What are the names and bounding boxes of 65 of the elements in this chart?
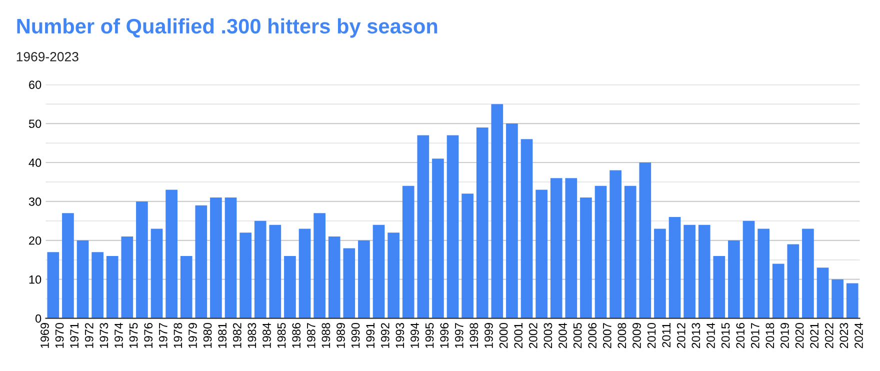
y-tick-label: 10 bbox=[29, 275, 42, 284]
x-tick-label: 2010 bbox=[647, 322, 656, 348]
x-tick-label: 2003 bbox=[544, 323, 552, 348]
y-tick-label: 20 bbox=[29, 236, 42, 245]
chart-subtitle: 1969-2023 bbox=[16, 52, 78, 62]
x-tick-label: 1974 bbox=[114, 322, 123, 348]
x-tick-label: 2005 bbox=[573, 322, 582, 348]
x-tick-label: 2012 bbox=[676, 323, 686, 348]
x-tick-label: 1969 bbox=[40, 323, 49, 348]
x-tick-label: 1991 bbox=[366, 323, 375, 348]
x-tick-label: 1970 bbox=[55, 322, 64, 348]
x-tick-label: 1985 bbox=[277, 322, 286, 348]
x-tick-label: 2006 bbox=[588, 323, 597, 348]
x-tick-label: 2009 bbox=[632, 323, 641, 348]
x-tick-label: 2021 bbox=[810, 323, 819, 348]
x-tick-label: 2018 bbox=[766, 322, 774, 348]
x-tick-label: 1984 bbox=[262, 322, 271, 348]
x-tick-label: 2000 bbox=[499, 322, 508, 348]
x-tick-label: 2001 bbox=[514, 323, 523, 348]
x-tick-label: 1982 bbox=[232, 323, 242, 348]
chart-title: Number of Qualified .300 hitters by season bbox=[17, 18, 438, 38]
x-tick-label: 2017 bbox=[750, 323, 760, 348]
x-tick-label: 1990 bbox=[351, 322, 360, 348]
x-tick-label: 1980 bbox=[203, 322, 212, 348]
x-tick-label: 2008 bbox=[618, 322, 626, 348]
x-tick-label: 2023 bbox=[840, 323, 848, 348]
x-tick-label: 2007 bbox=[602, 323, 612, 348]
x-tick-label: 1995 bbox=[425, 322, 434, 348]
x-tick-label: 1994 bbox=[410, 322, 419, 348]
x-tick-label: 2024 bbox=[854, 322, 863, 348]
x-tick-label: 1977 bbox=[158, 323, 168, 348]
x-tick-label: 1981 bbox=[218, 323, 227, 348]
x-tick-label: 1997 bbox=[454, 323, 464, 348]
y-tick-label: 50 bbox=[28, 120, 42, 128]
x-tick-label: 2016 bbox=[736, 323, 745, 348]
x-tick-label: 2013 bbox=[692, 323, 700, 348]
x-tick-label: 1996 bbox=[440, 323, 449, 348]
y-tick-label: 60 bbox=[29, 80, 42, 89]
x-tick-label: 1988 bbox=[322, 322, 330, 348]
x-tick-label: 1999 bbox=[484, 323, 493, 348]
y-tick-label: 40 bbox=[28, 158, 42, 167]
x-tick-label: 1975 bbox=[129, 322, 138, 348]
x-tick-label: 2019 bbox=[780, 323, 789, 348]
y-tick-label: 0 bbox=[35, 314, 42, 323]
x-tick-label: 2020 bbox=[795, 322, 804, 348]
x-tick-label: 1976 bbox=[144, 323, 153, 348]
x-tick-label: 2014 bbox=[706, 322, 715, 348]
x-tick-label: 1979 bbox=[188, 323, 197, 348]
x-tick-label: 2004 bbox=[558, 322, 567, 348]
x-tick-label: 2022 bbox=[824, 323, 834, 348]
x-tick-label: 1971 bbox=[70, 323, 79, 348]
x-tick-label: 1978 bbox=[174, 322, 182, 348]
x-tick-label: 2011 bbox=[662, 323, 671, 348]
y-tick-label: 30 bbox=[28, 197, 42, 206]
x-tick-label: 1983 bbox=[248, 323, 256, 348]
x-tick-label: 2002 bbox=[528, 323, 538, 348]
x-tick-label: 1972 bbox=[84, 323, 94, 348]
x-tick-label: 2015 bbox=[721, 322, 730, 348]
x-tick-label: 1998 bbox=[470, 322, 478, 348]
x-tick-label: 1989 bbox=[336, 323, 345, 348]
x-tick-label: 1992 bbox=[380, 323, 390, 348]
x-tick-label: 1986 bbox=[292, 323, 301, 348]
x-tick-label: 1993 bbox=[396, 323, 404, 348]
x-tick-label: 1987 bbox=[306, 323, 316, 348]
x-tick-label: 1973 bbox=[100, 323, 108, 348]
